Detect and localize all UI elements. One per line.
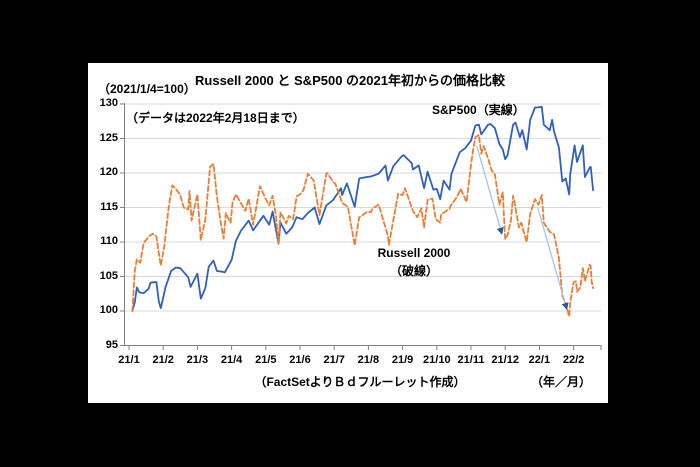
- x-tick-label-21-9: 21/9: [391, 353, 414, 366]
- decline-arrow-2: [537, 207, 569, 311]
- y-tick-label-125: 125: [99, 131, 118, 144]
- source-note: （FactSetよりＢｄフルーレット作成）: [254, 375, 466, 389]
- chart-panel: （2021/1/4=100） Russell 2000 と S&P500 の20…: [88, 63, 608, 403]
- chart-title: Russell 2000 と S&P500 の2021年初からの価格比較: [195, 73, 505, 88]
- decline-arrow-1: [476, 145, 504, 235]
- data-range-note: （データは2022年2月18日まで）: [126, 111, 305, 125]
- y-tick-label-130: 130: [99, 97, 118, 109]
- russell2000-series-label-name: Russell 2000: [377, 246, 451, 260]
- sp500-line: [131, 105, 595, 312]
- y-tick-label-120: 120: [99, 166, 118, 178]
- x-tick-label-21-1: 21/1: [118, 353, 140, 366]
- x-tick-label-21-12: 21/12: [491, 353, 519, 366]
- y-tick-label-100: 100: [99, 304, 118, 316]
- x-tick-label-21-10: 21/10: [423, 353, 451, 366]
- x-tick-label-22-2: 22/2: [562, 353, 585, 366]
- x-tick-label-21-3: 21/3: [186, 353, 209, 366]
- index-base-note: （2021/1/4=100）: [98, 82, 196, 96]
- russell2000-series-label-style: （破線）: [389, 264, 438, 278]
- x-tick-label-21-11: 21/11: [457, 353, 485, 366]
- x-tick-label-21-2: 21/2: [152, 353, 174, 366]
- y-tick-label-110: 110: [100, 235, 118, 247]
- x-tick-label-22-1: 22/1: [528, 353, 551, 366]
- y-tick-label-95: 95: [105, 338, 118, 351]
- x-tick-label-21-5: 21/5: [255, 353, 277, 366]
- x-tick-label-21-7: 21/7: [323, 353, 345, 366]
- sp500-series-label: S&P500（実線）: [432, 103, 525, 117]
- x-tick-label-21-4: 21/4: [220, 353, 243, 366]
- russell2000-series-label: Russell 2000 （破線）: [344, 244, 484, 280]
- russell2000-line: [131, 134, 595, 318]
- axis-unit-label: （年／月）: [530, 375, 591, 389]
- y-tick-label-105: 105: [99, 269, 118, 282]
- line-chart-canvas: [120, 103, 602, 350]
- x-tick-label-21-8: 21/8: [357, 353, 380, 366]
- x-tick-label-21-6: 21/6: [289, 353, 311, 366]
- y-tick-label-115: 115: [100, 200, 118, 213]
